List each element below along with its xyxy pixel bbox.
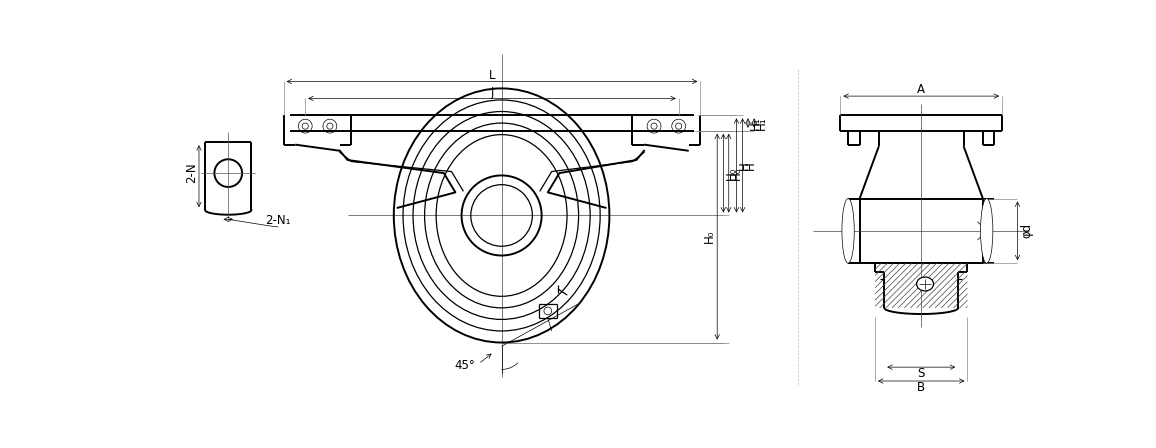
Text: B: B <box>917 381 925 394</box>
Text: 2-N₁: 2-N₁ <box>266 214 291 227</box>
Text: L: L <box>489 69 495 82</box>
Text: J: J <box>490 86 494 99</box>
Text: A: A <box>917 83 925 96</box>
Text: 45°: 45° <box>454 359 475 372</box>
Text: H: H <box>743 161 757 170</box>
Text: H₀: H₀ <box>729 166 743 180</box>
Text: H₁: H₁ <box>749 116 762 130</box>
Ellipse shape <box>980 198 993 263</box>
Ellipse shape <box>842 198 854 263</box>
Ellipse shape <box>917 277 934 291</box>
Text: H: H <box>738 161 750 170</box>
Circle shape <box>544 307 551 315</box>
Text: H₀: H₀ <box>703 230 716 243</box>
Text: 2-N: 2-N <box>185 163 198 183</box>
Text: φd: φd <box>1021 223 1033 238</box>
Text: H₁: H₁ <box>755 116 769 130</box>
Text: S: S <box>918 367 925 380</box>
Text: H₀: H₀ <box>725 166 738 180</box>
